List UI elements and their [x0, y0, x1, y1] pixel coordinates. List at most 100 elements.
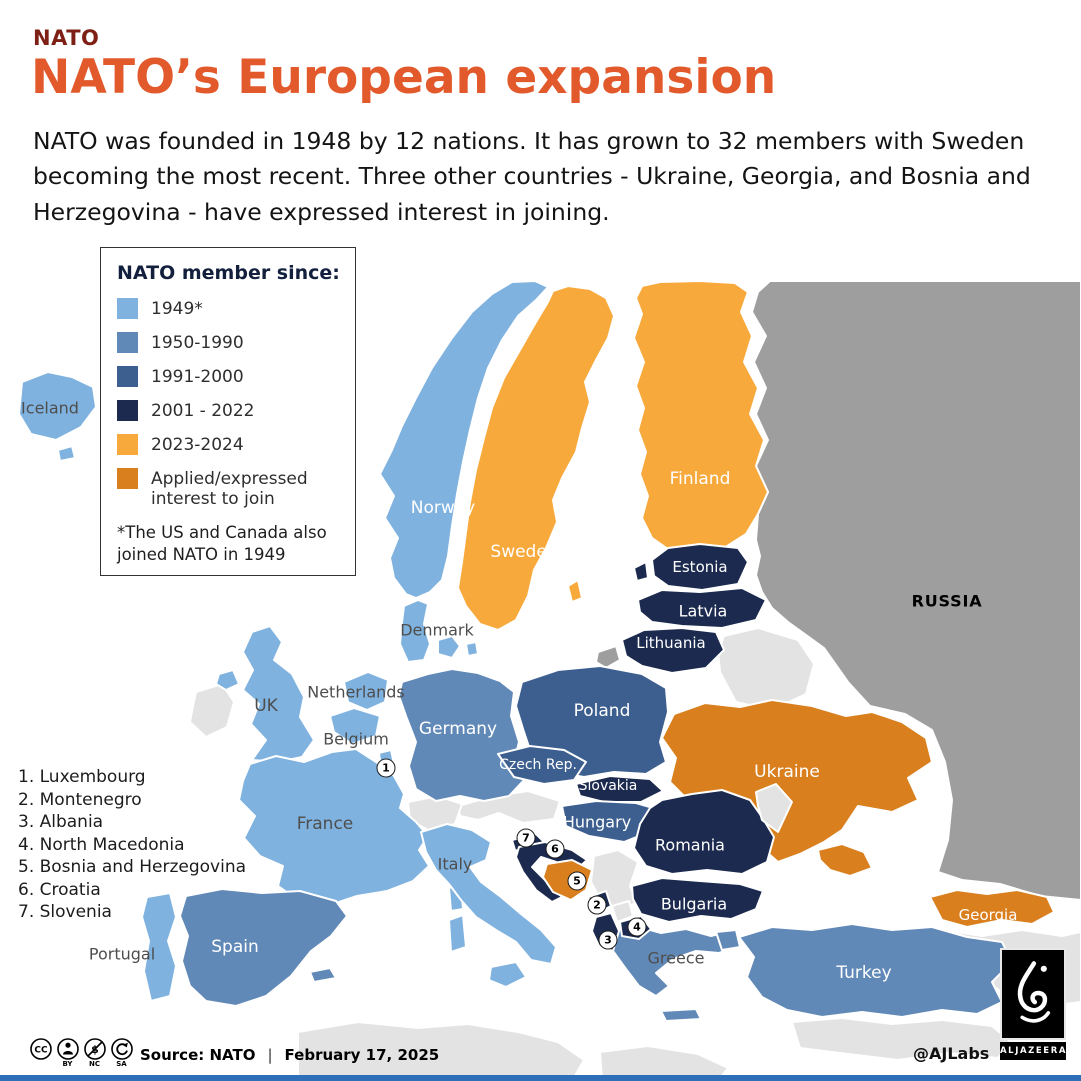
country-denmark [399, 599, 431, 663]
country-sweden [457, 285, 615, 631]
country-romania [633, 789, 775, 875]
legend-label-y1949: 1949* [151, 299, 203, 319]
numbered-country-bosnia-and-herzegovina: 5. Bosnia and Herzegovina [18, 857, 247, 878]
numbered-country-slovenia: 7. Slovenia [18, 902, 112, 923]
intro-text: NATO was founded in 1948 by 12 nations. … [33, 127, 1031, 226]
map-marker-7: 7 [516, 828, 536, 848]
legend-swatch-y2001 [117, 400, 138, 422]
numbered-country-albania: 3. Albania [18, 812, 104, 833]
cc-by-icon: BY [55, 1037, 80, 1068]
legend-swatch-y1950 [117, 332, 138, 354]
country-kosovo [611, 900, 634, 923]
footer-accent-bar [0, 1075, 1081, 1081]
island-sardinia [448, 914, 467, 953]
map-marker-4: 4 [627, 917, 647, 937]
legend-item-y1949: 1949* [117, 298, 341, 319]
map-label-czech-rep-: Czech Rep. [499, 757, 577, 773]
country-belgium [329, 707, 381, 745]
country-italy [420, 823, 557, 965]
map-label-lithuania: Lithuania [636, 634, 706, 652]
map-label-sweden: Sweden [490, 542, 558, 562]
ajlabs-credit: @AJLabs [913, 1044, 990, 1063]
island-crete [660, 1008, 702, 1022]
map-label-finland: Finland [669, 469, 731, 489]
map-marker-2: 2 [587, 895, 607, 915]
country-slovakia [575, 775, 664, 803]
island-gotland [567, 579, 583, 603]
region-kaliningrad [595, 645, 621, 669]
map-label-russia: RUSSIA [911, 591, 983, 611]
map-label-ukraine: Ukraine [754, 762, 820, 782]
country-belarus [717, 627, 815, 711]
legend-title: NATO member since: [117, 262, 340, 284]
country-portugal [141, 892, 177, 1002]
numbered-country-croatia: 6. Croatia [18, 879, 101, 900]
map-label-iceland: Iceland [21, 398, 79, 418]
country-uk [242, 625, 315, 763]
region-north-africa-west [297, 1021, 585, 1081]
legend-label-y1991: 1991-2000 [151, 367, 244, 388]
map-label-greece: Greece [647, 948, 705, 968]
cc-by-label: BY [62, 1060, 73, 1068]
region-thrace [715, 929, 741, 951]
region-northern-ireland [215, 669, 240, 691]
legend-label-y2023: 2023-2024 [151, 435, 244, 456]
map-label-georgia: Georgia [958, 906, 1018, 924]
legend-item-y2001: 2001 - 2022 [117, 400, 341, 422]
map-label-hungary: Hungary [562, 812, 632, 832]
kicker: NATO [33, 26, 100, 50]
map-label-norway: Norway [410, 498, 476, 518]
country-czech [497, 745, 587, 785]
legend-label-y2001: 2001 - 2022 [151, 401, 255, 422]
map-label-romania: Romania [655, 835, 725, 855]
country-ireland [189, 683, 235, 738]
island-sicily [488, 961, 527, 988]
country-iceland [18, 371, 97, 441]
map-label-latvia: Latvia [678, 601, 728, 621]
map-label-germany: Germany [418, 719, 498, 739]
legend-item-y1950: 1950-1990 [117, 332, 341, 354]
numbered-country-north-macedonia: 4. North Macedonia [18, 834, 185, 855]
estonia-island [633, 561, 649, 582]
country-russia [751, 280, 1081, 901]
map-label-bulgaria: Bulgaria [660, 894, 728, 914]
cc-nc-label: NC [89, 1060, 100, 1068]
country-latvia [637, 587, 767, 629]
numbered-country-luxembourg: 1. Luxembourg [18, 767, 146, 787]
cc-sa-label: SA [116, 1060, 127, 1068]
country-germany [398, 668, 525, 802]
country-france [238, 748, 430, 907]
svg-text:CC: CC [34, 1046, 48, 1056]
legend-swatch-y1949 [117, 298, 138, 319]
legend-item-applied: Applied/expressed interest to join [117, 468, 341, 509]
cc-sa-icon: SA [109, 1037, 134, 1068]
map-label-spain: Spain [211, 937, 259, 957]
aljazeera-logo-mark [1000, 948, 1066, 1040]
region-crimea [817, 843, 873, 877]
denmark-island-2 [465, 641, 479, 657]
page-title: NATO’s European expansion [31, 50, 777, 105]
legend-items: 1949* 1950-1990 1991-2000 2001 - 2022 2023-2… [117, 298, 341, 509]
source-separator: | [267, 1046, 273, 1064]
map-marker-6: 6 [545, 839, 565, 859]
legend-swatch-y2023 [117, 434, 138, 456]
country-iceland-islet [57, 445, 76, 462]
country-norway [379, 280, 549, 599]
legend-swatch-applied [117, 468, 138, 490]
region-north-africa-east [599, 1045, 729, 1081]
country-finland [633, 280, 769, 557]
license-icons: CC BY $ NC SA [28, 1037, 134, 1068]
map-marker-5: 5 [567, 871, 587, 891]
country-spain [179, 888, 348, 1007]
cc-icon: CC [28, 1037, 53, 1068]
legend-swatch-y1991 [117, 366, 138, 388]
source-label: Source: NATO [140, 1046, 256, 1064]
denmark-island-1 [437, 635, 461, 659]
legend-footnote: *The US and Canada also joined NATO in 1… [117, 523, 327, 564]
numbered-country-list: 1. Luxembourg 2. Montenegro 3. Albania 4. N… [18, 767, 246, 925]
cc-nc-icon: $ NC [82, 1037, 107, 1068]
country-georgia [929, 889, 1055, 928]
country-estonia [651, 543, 749, 591]
country-bulgaria [631, 877, 764, 923]
